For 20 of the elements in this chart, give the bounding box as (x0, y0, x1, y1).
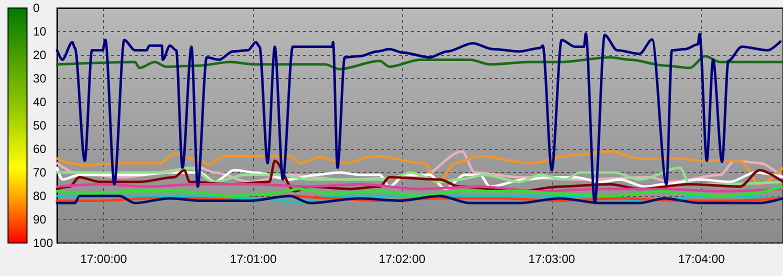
y-tick-label: 10 (33, 24, 47, 38)
line-series (56, 185, 783, 198)
y-tick-label: 90 (33, 212, 47, 226)
y-tick-label: 0 (33, 1, 40, 15)
y-tick-label: 100 (33, 236, 54, 250)
y-tick-label: 60 (33, 142, 47, 156)
y-tick-label: 20 (33, 48, 47, 62)
y-tick-label: 30 (33, 72, 47, 86)
line-series (56, 54, 783, 70)
y-tick-label: 40 (33, 95, 47, 109)
y-tick-label: 70 (33, 166, 47, 180)
x-tick-label: 17:00:00 (80, 252, 128, 266)
x-tick-label: 17:04:00 (678, 252, 726, 266)
line-series (56, 183, 783, 193)
x-tick-label: 17:03:00 (528, 252, 576, 266)
line-series (56, 32, 782, 204)
y-tick-label: 80 (33, 189, 47, 203)
x-tick-label: 17:01:00 (230, 252, 277, 266)
y-tick-label: 50 (33, 118, 47, 132)
x-tick-label: 17:02:00 (378, 252, 426, 266)
